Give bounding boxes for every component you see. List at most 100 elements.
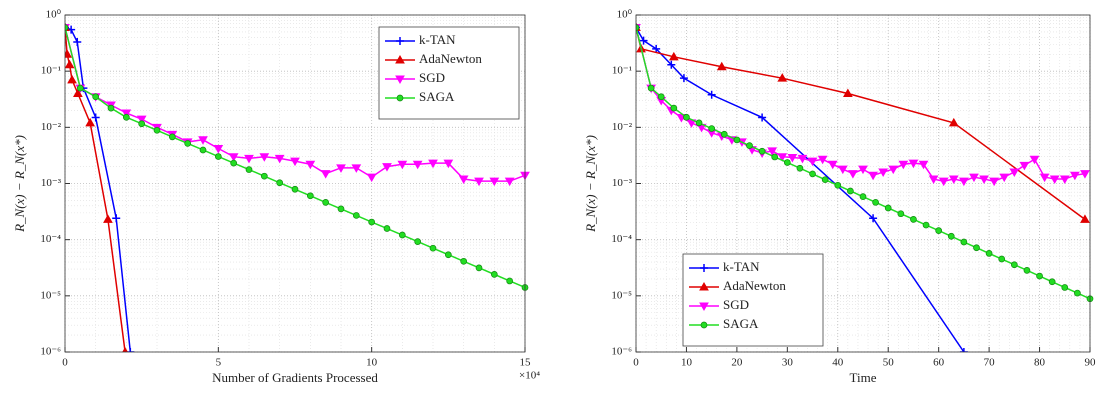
- marker: [290, 157, 300, 167]
- marker: [683, 113, 690, 121]
- marker: [458, 175, 469, 185]
- marker: [1019, 161, 1030, 171]
- marker: [898, 160, 909, 170]
- marker: [985, 250, 993, 257]
- marker: [460, 257, 468, 265]
- marker: [848, 170, 858, 179]
- x-tick-label: 40: [832, 357, 844, 369]
- marker: [138, 120, 146, 128]
- marker: [1074, 289, 1081, 297]
- marker: [1009, 168, 1020, 178]
- marker: [928, 175, 939, 185]
- y-tick-label: 10⁻⁶: [611, 346, 632, 358]
- marker: [85, 117, 96, 127]
- legend-label: SAGA: [723, 316, 759, 331]
- y-tick-label: 10⁻¹: [41, 65, 61, 77]
- x-tick-label: 80: [1034, 357, 1046, 369]
- legend-label: AdaNewton: [419, 51, 482, 66]
- marker: [260, 172, 268, 180]
- marker: [1029, 155, 1040, 165]
- legend-label: SGD: [723, 297, 749, 312]
- marker: [396, 94, 404, 102]
- legend-label: AdaNewton: [723, 278, 786, 293]
- marker: [244, 154, 254, 164]
- marker: [153, 126, 161, 134]
- series-group: [636, 22, 1094, 352]
- marker: [103, 214, 113, 223]
- axes-box: [635, 14, 1091, 353]
- marker: [1080, 170, 1090, 179]
- marker: [797, 154, 808, 164]
- marker: [214, 153, 222, 160]
- marker: [657, 93, 665, 101]
- marker: [973, 244, 980, 252]
- y-tick-label: 10⁻⁴: [611, 233, 632, 245]
- marker: [398, 231, 406, 239]
- marker: [652, 44, 661, 53]
- marker: [395, 75, 405, 85]
- marker: [489, 177, 500, 187]
- marker: [291, 185, 299, 193]
- marker: [444, 251, 452, 259]
- x-tick-label: 20: [731, 357, 743, 369]
- marker: [336, 164, 346, 173]
- marker: [679, 74, 688, 83]
- marker: [65, 59, 75, 69]
- marker: [475, 264, 483, 272]
- marker: [670, 104, 678, 112]
- marker: [771, 153, 779, 161]
- marker: [1059, 175, 1070, 185]
- marker: [1080, 214, 1090, 223]
- marker: [92, 93, 100, 101]
- series-line: [636, 27, 1086, 220]
- marker: [959, 177, 969, 187]
- marker: [707, 90, 716, 99]
- marker: [699, 302, 709, 312]
- x-tick-label: 60: [933, 357, 945, 369]
- marker: [809, 170, 816, 178]
- x-tick-label: 70: [984, 357, 996, 369]
- marker: [184, 140, 192, 147]
- marker: [935, 227, 943, 234]
- marker: [767, 147, 778, 156]
- marker: [274, 154, 285, 164]
- marker: [716, 61, 727, 71]
- marker: [868, 171, 878, 181]
- legend-label: k-TAN: [419, 32, 456, 47]
- y-tick-label: 10⁻⁴: [40, 233, 61, 245]
- marker: [807, 157, 818, 167]
- x-axis-label: Number of Gradients Processed: [212, 370, 378, 385]
- marker: [695, 119, 703, 127]
- x-tick-label: 5: [216, 357, 222, 369]
- marker: [351, 164, 362, 173]
- marker: [647, 84, 655, 92]
- marker: [107, 104, 115, 112]
- marker: [198, 136, 208, 145]
- marker: [746, 142, 753, 149]
- marker: [67, 74, 77, 84]
- marker: [199, 146, 207, 154]
- marker: [869, 214, 878, 223]
- x-tick-label: 10: [681, 357, 693, 369]
- marker: [837, 165, 848, 175]
- legend-box: [378, 26, 520, 120]
- legend-label: SGD: [419, 70, 445, 85]
- marker: [699, 281, 709, 291]
- x-tick-label: 50: [883, 357, 895, 369]
- marker: [65, 24, 69, 31]
- marker: [827, 160, 838, 170]
- x-tick-label: 10: [366, 357, 378, 369]
- marker: [847, 187, 854, 195]
- marker: [122, 346, 128, 352]
- marker: [843, 88, 853, 98]
- marker: [783, 159, 791, 166]
- marker: [636, 24, 640, 31]
- marker: [259, 153, 270, 162]
- marker: [337, 205, 345, 213]
- legend-box: [682, 253, 824, 347]
- marker: [639, 36, 648, 45]
- marker: [922, 221, 930, 229]
- marker: [76, 84, 84, 92]
- marker: [834, 181, 842, 189]
- marker: [382, 163, 392, 172]
